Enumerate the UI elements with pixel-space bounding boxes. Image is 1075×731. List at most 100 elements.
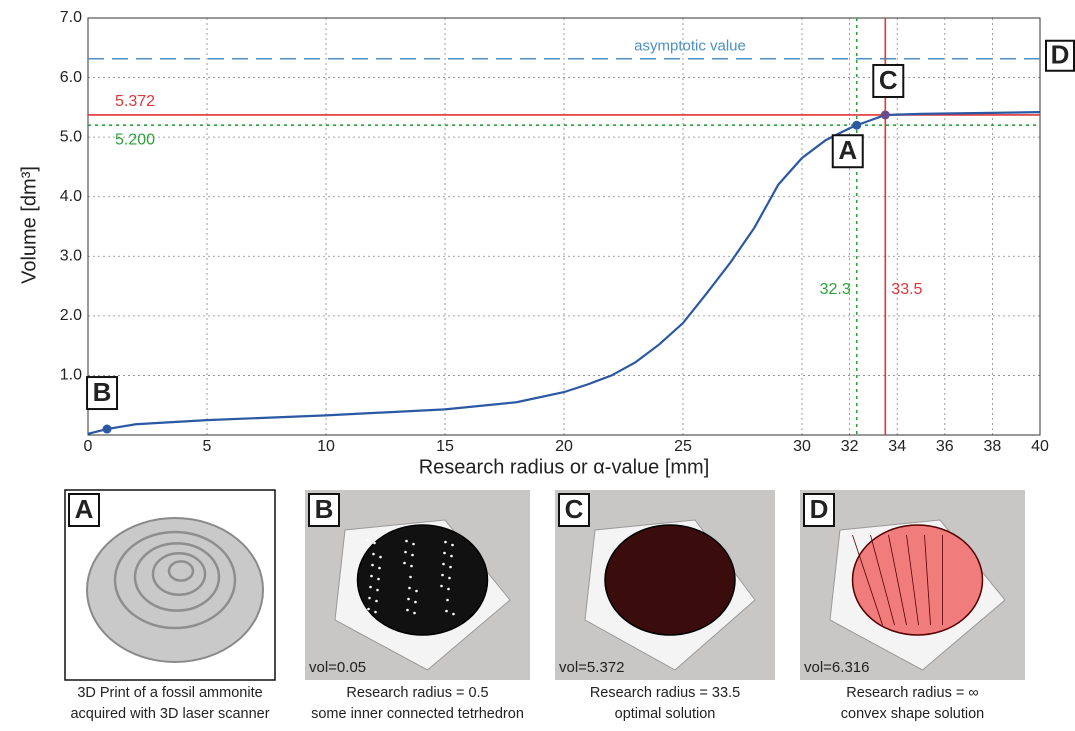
x-tick-label: 34 bbox=[888, 438, 906, 455]
point bbox=[880, 110, 890, 120]
panel-caption: acquired with 3D laser scanner bbox=[70, 706, 269, 722]
mesh-point bbox=[370, 574, 373, 578]
marker-letter: D bbox=[1051, 40, 1070, 70]
panel-letter-box bbox=[803, 493, 835, 527]
panel: vol=0.05 B Research radius = 0.5 some inner… bbox=[305, 490, 530, 722]
x-tick-label: 30 bbox=[793, 438, 811, 455]
mesh-edge bbox=[888, 534, 907, 626]
mesh-point bbox=[379, 555, 382, 559]
panel-caption: Research radius = ∞ bbox=[846, 685, 978, 701]
mesh-point bbox=[368, 596, 371, 600]
mesh-point bbox=[403, 561, 406, 565]
x-tick-label: 25 bbox=[674, 438, 692, 455]
panel-letter-box bbox=[308, 493, 340, 527]
panel-letter-box bbox=[68, 493, 100, 527]
y-tick-label: 2.0 bbox=[60, 307, 82, 324]
mesh-point bbox=[441, 573, 444, 577]
marker-box bbox=[831, 134, 864, 169]
mesh-point bbox=[413, 611, 416, 615]
marker-letter: A bbox=[838, 135, 857, 165]
vol-label: vol=0.05 bbox=[309, 659, 366, 676]
mesh-point bbox=[443, 551, 446, 555]
mesh-point bbox=[377, 577, 380, 581]
marker-box bbox=[86, 376, 119, 411]
x-tick-label: 40 bbox=[1031, 438, 1049, 455]
mesh-point bbox=[366, 538, 369, 542]
volume-curve bbox=[87, 111, 1041, 435]
panel-caption: Research radius = 0.5 bbox=[346, 685, 488, 701]
vol-label: vol=5.372 bbox=[559, 659, 624, 676]
mesh-edge bbox=[852, 534, 883, 626]
marker-letter: B bbox=[93, 377, 112, 407]
mesh-point bbox=[448, 576, 451, 580]
shell-mesh bbox=[851, 524, 984, 636]
mesh-point bbox=[446, 598, 449, 602]
plot-frame bbox=[87, 17, 1041, 436]
marker-letter: C bbox=[879, 65, 898, 95]
mesh-point bbox=[369, 585, 372, 589]
y-tick-label: 3.0 bbox=[60, 248, 82, 265]
mesh-point bbox=[445, 609, 448, 613]
mesh-point bbox=[404, 550, 407, 554]
mesh-point bbox=[450, 554, 453, 558]
mesh-point bbox=[373, 541, 376, 545]
panel-caption: convex shape solution bbox=[841, 706, 985, 722]
panel: vol=5.372 C Research radius = 33.5 optimal … bbox=[555, 490, 775, 722]
mesh-point bbox=[407, 597, 410, 601]
reference-label: asymptotic value bbox=[634, 38, 746, 55]
panel-letter: C bbox=[565, 494, 584, 524]
mesh-point bbox=[442, 562, 445, 566]
y-axis-label: Volume [dm³] bbox=[18, 166, 40, 284]
mesh-edge bbox=[870, 534, 895, 626]
x-tick-label: 5 bbox=[203, 438, 212, 455]
mesh-point bbox=[452, 612, 455, 616]
panel-caption: optimal solution bbox=[615, 706, 716, 722]
mesh-point bbox=[408, 586, 411, 590]
point bbox=[102, 424, 112, 434]
mesh-point bbox=[371, 563, 374, 567]
panel-letter: B bbox=[315, 494, 334, 524]
panel-caption: 3D Print of a fossil ammonite bbox=[77, 685, 262, 701]
mesh-point bbox=[449, 565, 452, 569]
ammonite-whorl bbox=[151, 551, 207, 597]
y-tick-label: 6.0 bbox=[60, 69, 82, 86]
point bbox=[852, 120, 862, 130]
ammonite-whorl bbox=[113, 530, 237, 630]
x-tick-label: 32 bbox=[841, 438, 859, 455]
shell-mesh bbox=[604, 524, 736, 636]
x-tick-label: 10 bbox=[317, 438, 335, 455]
mesh-point bbox=[440, 584, 443, 588]
mesh-point bbox=[375, 599, 378, 603]
reference-label: 5.372 bbox=[115, 93, 155, 110]
mesh-point bbox=[447, 587, 450, 591]
x-tick-label: 15 bbox=[436, 438, 454, 455]
panel: vol=6.316 D Research radius = ∞ convex shap… bbox=[800, 490, 1025, 722]
panel-letter-box bbox=[558, 493, 590, 527]
ammonite bbox=[86, 517, 264, 663]
mesh-point bbox=[406, 608, 409, 612]
marker-box bbox=[872, 63, 905, 98]
mesh-point bbox=[414, 600, 417, 604]
mesh-point bbox=[415, 589, 418, 593]
mesh-point bbox=[405, 539, 408, 543]
mesh-edge bbox=[924, 534, 931, 626]
mesh-point bbox=[376, 588, 379, 592]
x-tick-label: 38 bbox=[984, 438, 1002, 455]
panel-caption: some inner connected tetrhedron bbox=[311, 706, 524, 722]
mesh-point bbox=[411, 553, 414, 557]
x-tick-label: 20 bbox=[555, 438, 573, 455]
mesh-point bbox=[444, 540, 447, 544]
ammonite-whorl bbox=[167, 560, 195, 582]
x-tick-label: 0 bbox=[84, 438, 93, 455]
mesh-point bbox=[409, 575, 412, 579]
vol-label: vol=6.316 bbox=[804, 659, 869, 676]
reference-label: 5.200 bbox=[115, 131, 155, 148]
y-tick-label: 4.0 bbox=[60, 188, 82, 205]
x-tick-label: 36 bbox=[936, 438, 954, 455]
x-axis-label: Research radius or α-value [mm] bbox=[419, 456, 710, 478]
y-tick-label: 1.0 bbox=[60, 367, 82, 384]
shell-mesh bbox=[356, 524, 489, 636]
y-tick-label: 7.0 bbox=[60, 9, 82, 26]
